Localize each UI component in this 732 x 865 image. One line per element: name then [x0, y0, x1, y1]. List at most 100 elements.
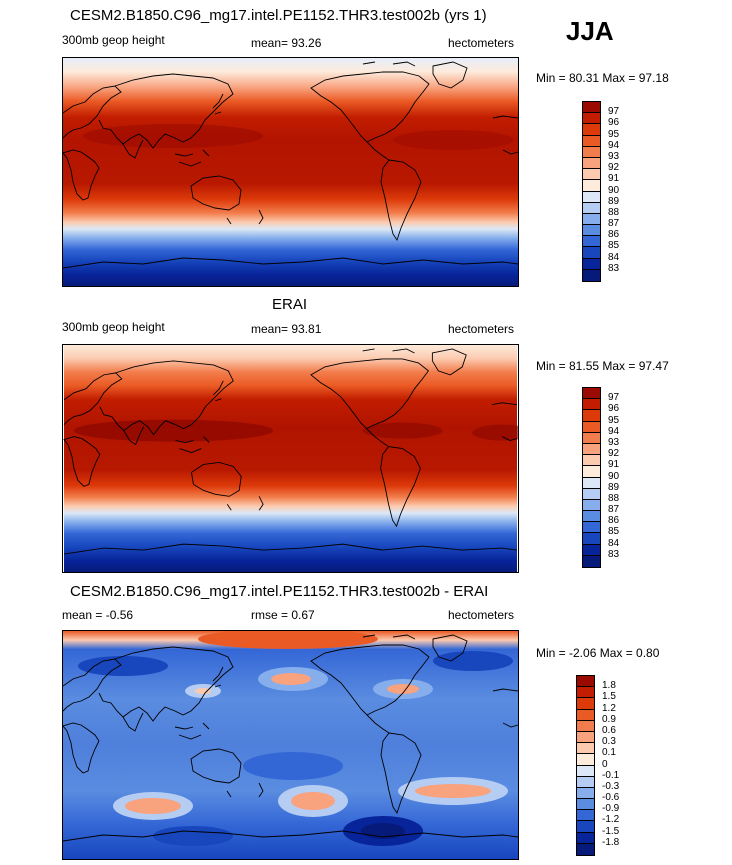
- colorbar-tick-label: 87: [608, 218, 620, 230]
- panel3-title: CESM2.B1850.C96_mg17.intel.PE1152.THR3.t…: [70, 583, 489, 600]
- colorbar-tick-label: 95: [608, 128, 620, 140]
- colorbar-cell: [583, 388, 600, 400]
- colorbar-cell: [577, 810, 594, 822]
- panel1-colorbar: [582, 101, 601, 282]
- colorbar-tick-label: 91: [608, 459, 620, 471]
- colorbar-tick-label: 96: [608, 403, 620, 415]
- colorbar-cell: [583, 213, 600, 226]
- colorbar-cell: [583, 410, 600, 422]
- colorbar-tick-label: 94: [608, 425, 620, 437]
- colorbar-tick-label: 94: [608, 139, 620, 151]
- panel1-minmax-label: Min = 80.31 Max = 97.18: [536, 71, 669, 85]
- colorbar-cell: [577, 765, 594, 777]
- colorbar-tick-label: 90: [608, 184, 620, 196]
- colorbar-tick-label: 86: [608, 515, 620, 527]
- colorbar-cell: [583, 113, 600, 125]
- colorbar-cell: [583, 399, 600, 411]
- colorbar-cell: [583, 455, 600, 467]
- panel3-mean-label: mean = -0.56: [62, 608, 134, 622]
- colorbar-cell: [583, 511, 600, 523]
- colorbar-cell: [583, 191, 600, 203]
- colorbar-tick-label: 83: [608, 262, 620, 274]
- colorbar-tick-label: 1.2: [602, 702, 616, 714]
- colorbar-cell: [583, 157, 600, 170]
- colorbar-cell: [577, 821, 594, 833]
- panel3-minmax-label: Min = -2.06 Max = 0.80: [536, 646, 660, 660]
- colorbar-cell: [577, 832, 594, 844]
- panel3-rmse-label: rmse = 0.67: [251, 608, 315, 622]
- panel3-map-svg: [63, 631, 518, 859]
- panel3-colorbar: [576, 675, 595, 856]
- colorbar-tick-label: 85: [608, 526, 620, 538]
- colorbar-tick-label: 0.6: [602, 724, 616, 736]
- panel1-map-svg: [63, 58, 518, 286]
- season-label: JJA: [566, 16, 614, 46]
- panel1-mean-label: mean= 93.26: [251, 36, 322, 50]
- colorbar-tick-label: 91: [608, 173, 620, 185]
- colorbar-tick-label: 84: [608, 251, 620, 263]
- colorbar-tick-label: 88: [608, 492, 620, 504]
- colorbar-tick-label: 95: [608, 414, 620, 426]
- colorbar-cell: [583, 466, 600, 478]
- colorbar-cell: [583, 544, 600, 556]
- colorbar-cell: [577, 720, 594, 732]
- colorbar-cell: [583, 180, 600, 192]
- colorbar-cell: [583, 124, 600, 136]
- panel3-map: [62, 630, 519, 860]
- colorbar-cell: [583, 169, 600, 181]
- colorbar-cell: [583, 102, 600, 114]
- colorbar-tick-label: 92: [608, 448, 620, 460]
- colorbar-cell: [583, 432, 600, 444]
- colorbar-tick-label: 84: [608, 537, 620, 549]
- colorbar-cell: [583, 146, 600, 158]
- colorbar-tick-label: 0.3: [602, 736, 616, 748]
- colorbar-tick-label: 97: [608, 392, 620, 404]
- colorbar-tick-label: 92: [608, 162, 620, 174]
- colorbar-cell: [577, 799, 594, 811]
- colorbar-cell: [583, 202, 600, 214]
- panel2-units-label: hectometers: [448, 322, 515, 336]
- colorbar-tick-label: 96: [608, 117, 620, 129]
- panel2-colorbar: [582, 387, 601, 568]
- colorbar-tick-label: 93: [608, 150, 620, 162]
- colorbar-cell: [583, 258, 600, 270]
- panel2-title: ERAI: [272, 296, 308, 313]
- colorbar-tick-label: -1.8: [602, 836, 620, 848]
- colorbar-cell: [577, 787, 594, 800]
- panel3-units-label: hectometers: [448, 608, 515, 622]
- colorbar-cell: [577, 687, 594, 699]
- colorbar-cell: [577, 676, 594, 688]
- colorbar-tick-label: 87: [608, 504, 620, 516]
- panel1-units-label: hectometers: [448, 36, 515, 50]
- colorbar-tick-label: -0.6: [602, 792, 620, 804]
- colorbar-cell: [583, 477, 600, 489]
- colorbar-cell: [583, 135, 600, 147]
- panel1-map: [62, 57, 519, 287]
- colorbar-cell: [583, 269, 600, 281]
- colorbar-tick-label: 97: [608, 106, 620, 118]
- colorbar-tick-label: 1.8: [602, 680, 616, 692]
- colorbar-cell: [583, 499, 600, 512]
- colorbar-tick-label: 1.5: [602, 691, 616, 703]
- colorbar-cell: [583, 522, 600, 534]
- colorbar-tick-label: 85: [608, 240, 620, 252]
- colorbar-cell: [577, 731, 594, 744]
- colorbar-cell: [583, 555, 600, 567]
- panel2-map: [62, 344, 519, 573]
- colorbar-cell: [577, 709, 594, 721]
- panel2-minmax-label: Min = 81.55 Max = 97.47: [536, 359, 669, 373]
- colorbar-tick-label: 90: [608, 470, 620, 482]
- colorbar-tick-label: 89: [608, 481, 620, 493]
- colorbar-cell: [583, 225, 600, 237]
- colorbar-cell: [577, 743, 594, 755]
- panel1-variable-label: 300mb geop height: [62, 33, 165, 47]
- colorbar-cell: [583, 421, 600, 433]
- colorbar-cell: [583, 236, 600, 248]
- colorbar-tick-label: 93: [608, 436, 620, 448]
- colorbar-tick-label: 0: [602, 758, 608, 770]
- colorbar-tick-label: -0.1: [602, 769, 620, 781]
- colorbar-cell: [577, 754, 594, 766]
- colorbar-tick-label: 0.9: [602, 713, 616, 725]
- panel2-variable-label: 300mb geop height: [62, 320, 165, 334]
- colorbar-cell: [583, 533, 600, 545]
